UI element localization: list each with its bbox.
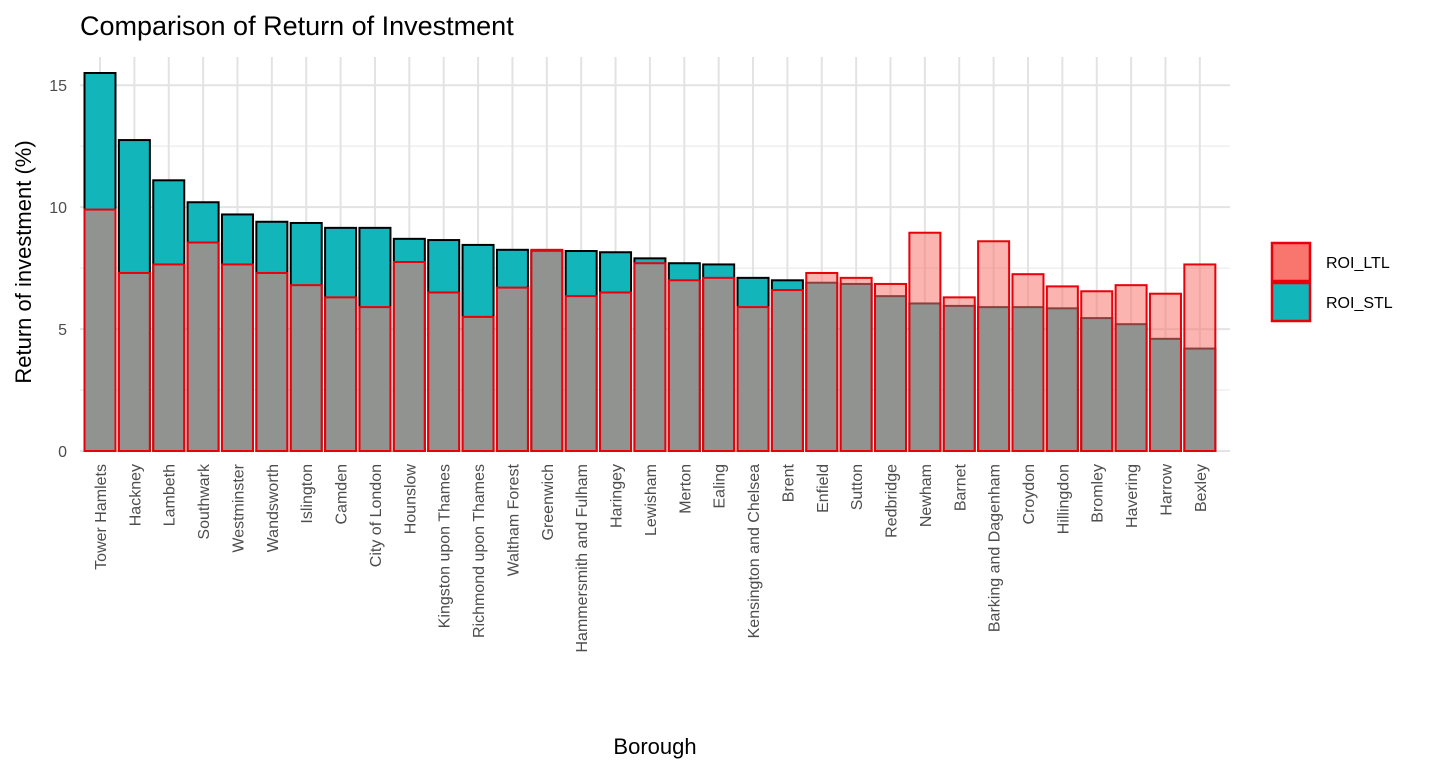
x-tick-label: Ealing	[712, 464, 729, 508]
bar-roi-ltl	[530, 248, 564, 452]
x-tick-label: Barnet	[952, 463, 969, 511]
x-tick-label: Merton	[677, 464, 694, 514]
x-tick-label: Sutton	[849, 464, 866, 510]
x-tick-label: Westminster	[230, 463, 247, 552]
bar-roi-ltl	[186, 241, 220, 452]
bar-roi-ltl	[1148, 292, 1182, 452]
x-tick-label: Lambeth	[162, 464, 179, 526]
x-tick-label: Redbridge	[884, 464, 901, 538]
x-tick-label: Bexley	[1193, 464, 1210, 512]
bar-roi-ltl	[117, 271, 151, 452]
x-tick-label: Tower Hamlets	[93, 464, 110, 570]
x-tick-label: Wandsworth	[265, 464, 282, 552]
x-tick-label: Harrow	[1158, 464, 1175, 516]
bar-roi-ltl	[1080, 290, 1114, 453]
x-tick-label: Islington	[299, 464, 316, 524]
legend-label: ROI_LTL	[1326, 255, 1390, 272]
bar-roi-ltl	[83, 208, 117, 452]
bar-roi-ltl	[152, 263, 186, 453]
legend-key	[1270, 241, 1312, 283]
bar-roi-ltl	[461, 315, 495, 452]
x-axis-ticks: Tower Hamlets Hackney Lambeth Southwark West…	[93, 463, 1210, 653]
x-tick-label: Brent	[780, 463, 797, 502]
x-tick-label: Hammersmith and Fulham	[574, 464, 591, 653]
x-tick-label: City of London	[368, 464, 385, 567]
bar-roi-ltl	[736, 306, 770, 452]
bar-roi-ltl	[633, 262, 667, 452]
x-tick-label: Kensington and Chelsea	[746, 464, 763, 638]
x-tick-label: Enfield	[815, 464, 832, 513]
bars	[83, 72, 1217, 453]
bar-roi-ltl	[599, 291, 633, 452]
x-tick-label: Havering	[1124, 464, 1141, 528]
bar-roi-ltl	[220, 263, 254, 453]
bar-roi-ltl	[392, 261, 426, 452]
bar-roi-ltl	[289, 284, 323, 453]
bar-roi-ltl	[839, 276, 873, 453]
x-tick-label: Croydon	[1021, 464, 1038, 524]
bar-roi-ltl	[358, 306, 392, 452]
bar-roi-ltl	[324, 296, 358, 452]
x-tick-label: Lewisham	[643, 464, 660, 536]
y-tick-label: 10	[49, 200, 67, 217]
bar-roi-ltl	[667, 279, 701, 452]
bar-roi-ltl	[495, 286, 529, 452]
y-tick-label: 5	[58, 322, 67, 339]
x-tick-label: Barking and Dagenham	[987, 464, 1004, 632]
x-tick-label: Southwark	[196, 463, 213, 540]
bar-roi-ltl	[874, 282, 908, 453]
x-tick-label: Haringey	[609, 464, 626, 528]
legend-key	[1270, 281, 1312, 323]
bar-roi-ltl	[1114, 284, 1148, 453]
x-tick-label: Hounslow	[402, 464, 419, 535]
bar-roi-ltl	[702, 276, 736, 453]
x-tick-label: Hackney	[127, 464, 144, 526]
x-tick-label: Waltham Forest	[505, 463, 522, 576]
bar-roi-ltl	[255, 271, 289, 452]
bar-roi-ltl	[427, 291, 461, 452]
x-tick-label: Kingston upon Thames	[437, 464, 454, 628]
bar-roi-ltl	[977, 240, 1011, 452]
chart-title: Comparison of Return of Investment	[80, 11, 514, 41]
y-tick-label: 15	[49, 78, 67, 95]
bar-roi-ltl	[1045, 285, 1079, 452]
x-tick-label: Richmond upon Thames	[471, 464, 488, 638]
bar-roi-ltl	[770, 289, 804, 452]
y-axis-title: Return of investment (%)	[11, 140, 36, 383]
bar-roi-ltl	[805, 271, 839, 452]
bar-roi-ltl	[564, 295, 598, 452]
x-tick-label: Newham	[918, 464, 935, 527]
bar-roi-ltl	[908, 231, 942, 452]
legend: ROI_LTL ROI_STL	[1270, 241, 1393, 323]
y-axis-ticks: 0 5 10 15	[49, 78, 67, 461]
x-tick-label: Camden	[334, 464, 351, 524]
bar-roi-ltl	[942, 296, 976, 452]
bar-roi-ltl	[1183, 263, 1217, 453]
x-tick-label: Greenwich	[540, 464, 557, 540]
bar-roi-ltl	[1011, 273, 1045, 452]
legend-label: ROI_STL	[1326, 295, 1393, 312]
x-tick-label: Hillingdon	[1055, 464, 1072, 534]
x-tick-label: Bromley	[1090, 464, 1107, 523]
x-axis-title: Borough	[613, 734, 696, 759]
y-tick-label: 0	[58, 444, 67, 461]
